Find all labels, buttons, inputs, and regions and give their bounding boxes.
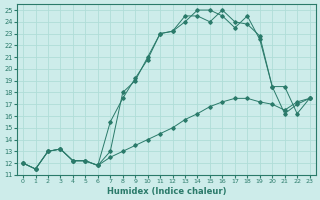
X-axis label: Humidex (Indice chaleur): Humidex (Indice chaleur) <box>107 187 226 196</box>
